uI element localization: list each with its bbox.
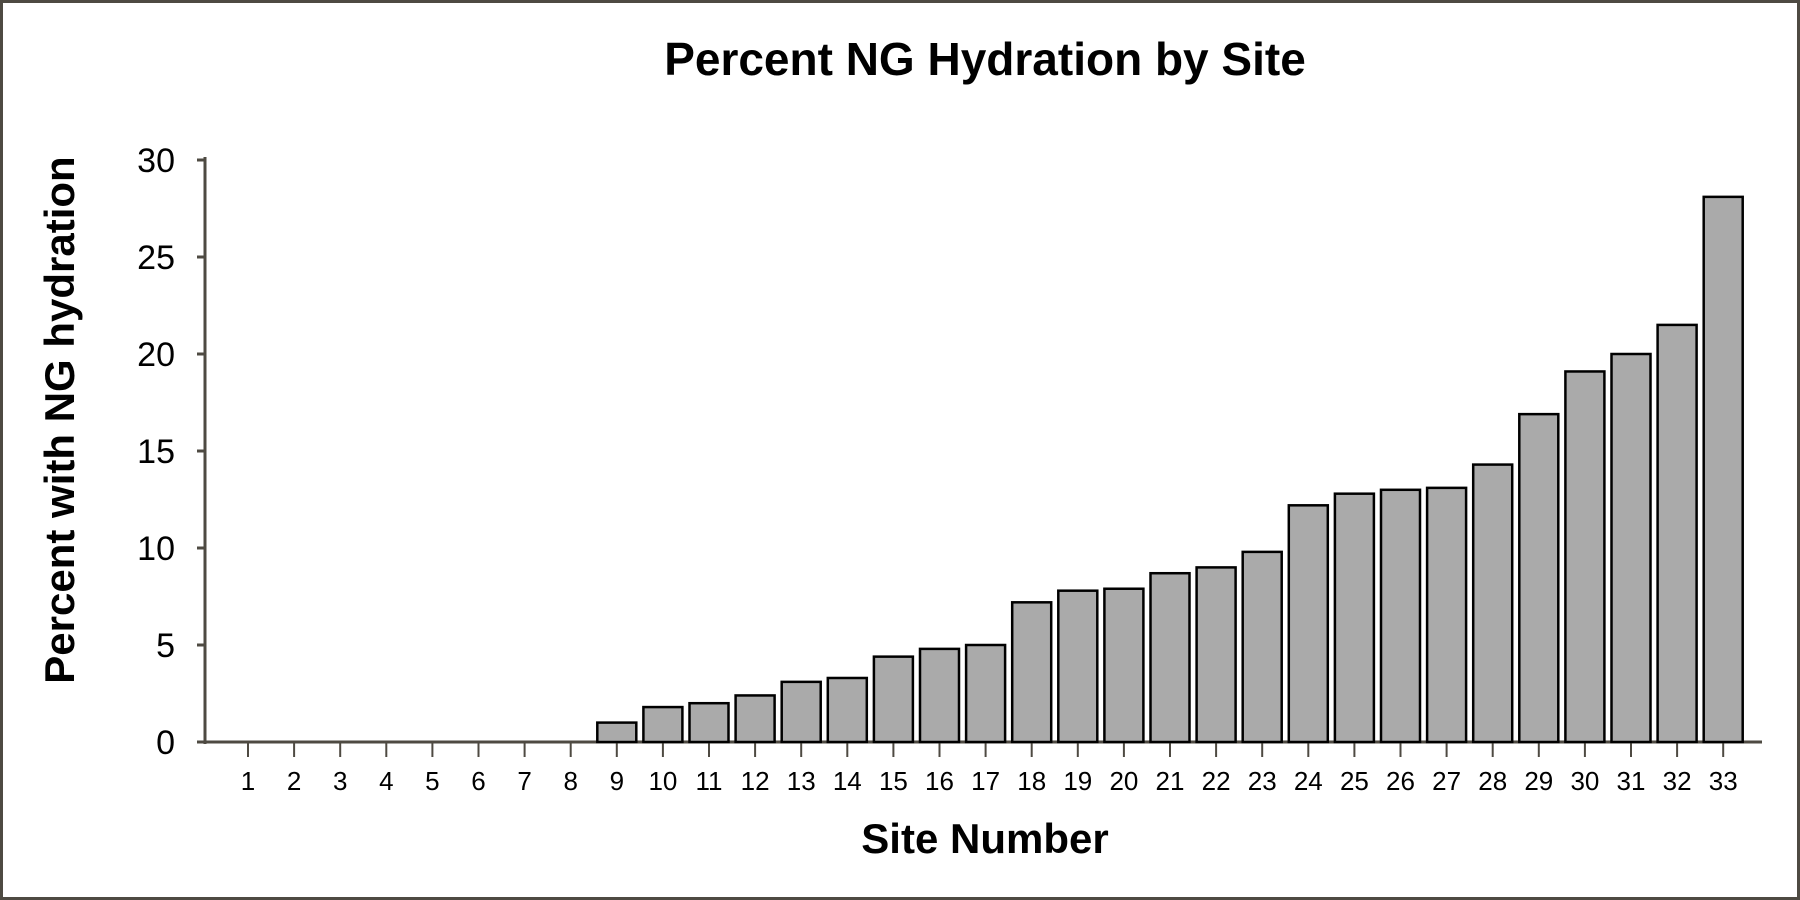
bar-site-12 bbox=[734, 694, 776, 744]
x-tick-label: 8 bbox=[563, 766, 577, 796]
x-tick-label: 2 bbox=[287, 766, 301, 796]
x-tick-label: 33 bbox=[1709, 766, 1738, 796]
x-tick-label: 20 bbox=[1109, 766, 1138, 796]
y-tick-label: 0 bbox=[156, 724, 175, 762]
y-tick-label: 20 bbox=[137, 336, 175, 374]
bar-site-17 bbox=[964, 643, 1007, 744]
x-tick-label: 16 bbox=[925, 766, 954, 796]
x-tick-label: 15 bbox=[879, 766, 908, 796]
bar-site-21 bbox=[1149, 571, 1191, 744]
x-tick-label: 31 bbox=[1617, 766, 1646, 796]
x-tick-label: 17 bbox=[971, 766, 1000, 796]
bar-site-28 bbox=[1471, 463, 1514, 744]
bar-site-15 bbox=[872, 655, 915, 744]
bar-site-33 bbox=[1702, 195, 1744, 744]
x-tick-label: 25 bbox=[1340, 766, 1369, 796]
bar-site-18 bbox=[1010, 601, 1053, 744]
bar-site-23 bbox=[1241, 550, 1283, 744]
y-tick-label: 25 bbox=[137, 239, 175, 277]
x-tick-label: 14 bbox=[833, 766, 862, 796]
x-tick-label: 32 bbox=[1663, 766, 1692, 796]
bar-site-29 bbox=[1518, 412, 1560, 744]
x-tick-label: 11 bbox=[696, 766, 723, 796]
bar-site-20 bbox=[1103, 587, 1145, 744]
x-tick-label: 18 bbox=[1017, 766, 1046, 796]
y-axis: 0 5 10 15 20 25 30 bbox=[137, 142, 207, 762]
x-tick-label: 21 bbox=[1156, 766, 1185, 796]
bar-site-27 bbox=[1425, 486, 1468, 744]
x-tick-label: 28 bbox=[1478, 766, 1507, 796]
y-tick-label: 30 bbox=[137, 142, 175, 180]
y-tick-label: 15 bbox=[137, 433, 175, 471]
x-tick-label: 30 bbox=[1570, 766, 1599, 796]
x-tick-label: 27 bbox=[1432, 766, 1461, 796]
chart-title: Percent NG Hydration by Site bbox=[664, 33, 1306, 85]
x-tick-label: 29 bbox=[1524, 766, 1553, 796]
x-tick-label: 13 bbox=[787, 766, 816, 796]
bar-site-32 bbox=[1656, 323, 1698, 744]
x-axis: 1 2 3 4 5 6 7 8 9 10 11 12 13 14 15 16 17 18 19 20 21 22 23 24 2… bbox=[205, 740, 1762, 796]
bar-site-31 bbox=[1610, 352, 1652, 744]
bar-site-11 bbox=[688, 701, 730, 744]
bar-site-10 bbox=[642, 705, 684, 744]
x-tick-label: 6 bbox=[471, 766, 485, 796]
x-tick-label: 26 bbox=[1386, 766, 1415, 796]
bars-group bbox=[596, 195, 1744, 744]
y-axis-label: Percent with NG hydration bbox=[36, 156, 83, 683]
x-tick-label: 1 bbox=[241, 766, 255, 796]
bar-site-19 bbox=[1057, 589, 1099, 744]
x-tick-label: 23 bbox=[1248, 766, 1277, 796]
x-tick-label: 5 bbox=[425, 766, 439, 796]
x-tick-label: 24 bbox=[1294, 766, 1323, 796]
bar-site-30 bbox=[1564, 370, 1606, 744]
bar-site-16 bbox=[918, 647, 961, 744]
x-axis-label: Site Number bbox=[861, 815, 1108, 862]
x-tick-label: 4 bbox=[379, 766, 393, 796]
x-tick-label: 9 bbox=[610, 766, 624, 796]
x-tick-label: 19 bbox=[1063, 766, 1092, 796]
bar-site-13 bbox=[780, 680, 822, 744]
bar-site-22 bbox=[1195, 566, 1237, 744]
x-tick-label: 3 bbox=[333, 766, 347, 796]
y-tick-label: 5 bbox=[156, 627, 175, 665]
x-tick-label: 12 bbox=[741, 766, 770, 796]
x-tick-label: 10 bbox=[648, 766, 677, 796]
bar-site-24 bbox=[1287, 504, 1330, 744]
x-tick-label: 7 bbox=[517, 766, 531, 796]
x-tick-label: 22 bbox=[1202, 766, 1231, 796]
bar-site-26 bbox=[1379, 488, 1422, 744]
bar-site-9 bbox=[596, 721, 638, 744]
bar-site-25 bbox=[1333, 492, 1376, 744]
y-tick-label: 10 bbox=[137, 530, 175, 568]
bar-site-14 bbox=[826, 676, 869, 744]
